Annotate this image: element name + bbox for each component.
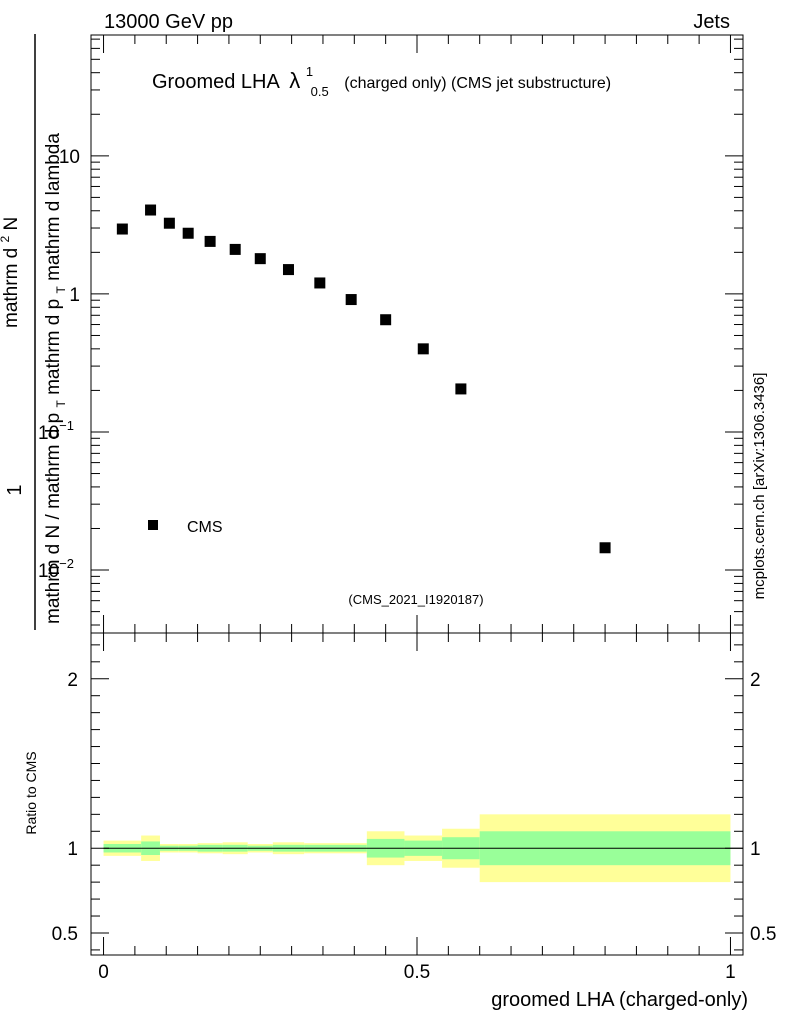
ratio-plot-frame	[90, 632, 744, 956]
y-label-den-sub-t1: T	[54, 400, 68, 408]
ratio-y-tick-label: 0.5	[52, 924, 78, 945]
data-point-marker	[417, 343, 429, 355]
ratio-axis-ticks	[91, 633, 743, 955]
main-y-tick-label: 10−1	[38, 418, 74, 444]
x-tick-label: 0	[98, 962, 109, 983]
y-label-top-part2: N	[1, 217, 22, 231]
y-label-den-part1: mathrm d N / mathrm d p	[43, 413, 64, 624]
y-label-denominator: mathrm d N / mathrm d p T mathrm d p T m…	[43, 133, 70, 624]
legend-marker	[148, 520, 158, 530]
tick-base: 10	[38, 423, 59, 444]
y-label-den-part3: mathrm d lambda	[43, 133, 64, 281]
main-y-axis-label: 1 mathrm d N / mathrm d p T mathrm d p T…	[0, 34, 70, 630]
data-point-marker	[229, 243, 241, 255]
tick-exponent: −1	[59, 418, 74, 433]
chart-title: Groomed LHA λ 1 0.5 (charged only) (CMS …	[152, 59, 611, 101]
x-tick-label: 0.5	[404, 962, 430, 983]
main-y-tick-label: 10	[59, 147, 80, 168]
ratio-y-tick-label-right: 1	[750, 839, 761, 860]
main-axis-ticks	[91, 35, 743, 633]
data-point-marker	[163, 217, 175, 229]
data-point-marker	[314, 277, 326, 289]
y-label-den-sub-t2: T	[54, 286, 68, 294]
y-label-top-part1: mathrm d	[1, 248, 22, 328]
ratio-y-tick-label: 2	[67, 670, 78, 691]
ratio-y-tick-label-right: 2	[750, 670, 761, 691]
ratio-y-tick-label-right: 0.5	[750, 924, 776, 945]
x-tick-label: 1	[725, 962, 736, 983]
data-point-marker	[145, 204, 157, 216]
data-point-marker	[455, 383, 467, 395]
ratio-y-axis-label: Ratio to CMS	[23, 751, 39, 834]
legend-label-cms: CMS	[187, 519, 223, 536]
title-subscript: 0.5	[311, 84, 329, 99]
title-lambda-symbol: λ	[289, 68, 300, 93]
data-point-marker	[254, 253, 266, 265]
data-point-marker	[116, 223, 128, 235]
data-point-marker	[204, 235, 216, 247]
main-y-tick-label: 1	[69, 285, 80, 306]
title-superscript: 1	[306, 64, 313, 79]
x-axis-label: groomed LHA (charged-only)	[491, 989, 748, 1011]
y-label-top: mathrm d 2 N	[0, 217, 22, 328]
data-markers	[116, 204, 611, 554]
y-label-den-part2: mathrm d p	[43, 299, 64, 395]
tick-base: 10	[38, 561, 59, 582]
data-point-marker	[182, 227, 194, 239]
data-point-marker	[380, 314, 392, 326]
ratio-tick-labels: 0.5 0.5 1 1 2 2 0 0.5 1	[52, 670, 777, 983]
side-watermark-label: mcplots.cern.ch [arXiv:1306.3436]	[751, 373, 768, 600]
title-suffix: (charged only) (CMS jet substructure)	[344, 75, 611, 92]
ratio-y-tick-label: 1	[67, 839, 78, 860]
y-label-top-sup: 2	[0, 235, 12, 242]
data-point-marker	[282, 264, 294, 276]
header-category-label: Jets	[693, 11, 730, 33]
main-y-tick-label: 10−2	[38, 556, 74, 582]
data-point-marker	[345, 294, 357, 306]
main-plot-frame	[90, 34, 744, 634]
ratio-panel: 0.5 0.5 1 1 2 2 0 0.5 1 Ratio to CMS groomed LHA…	[23, 632, 777, 1011]
title-main-text: Groomed LHA	[152, 71, 280, 93]
y-label-numerator: 1	[4, 484, 26, 495]
tick-exponent: −2	[59, 556, 74, 571]
analysis-tag: (CMS_2021_I1920187)	[348, 592, 483, 607]
header-energy-label: 13000 GeV pp	[104, 11, 233, 33]
data-point-marker	[599, 542, 611, 554]
